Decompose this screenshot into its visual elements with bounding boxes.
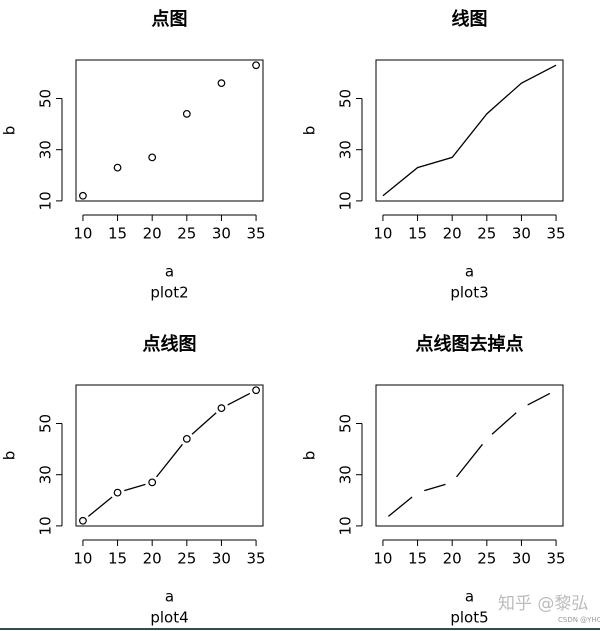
y-tick-label: 30: [337, 465, 355, 484]
x-tick-label: 30: [512, 550, 531, 568]
line-segment: [156, 443, 183, 478]
line-segment: [124, 483, 146, 492]
point: [252, 61, 260, 70]
x-tick-label: 10: [373, 550, 392, 568]
y-tick-label: 50: [337, 414, 355, 433]
x-axis-label: a: [465, 588, 474, 606]
line-segment: [387, 496, 413, 517]
x-tick-label: 35: [247, 550, 266, 568]
chart-title: 点图: [152, 8, 188, 30]
y-tick-label: 10: [337, 516, 355, 535]
x-tick-label: 30: [212, 225, 231, 243]
line-segment: [527, 392, 551, 406]
y-tick-label: 30: [37, 465, 55, 484]
y-tick-label: 50: [37, 89, 55, 108]
y-axis-label: b: [301, 126, 319, 136]
point: [217, 79, 226, 88]
y-tick-label: 10: [37, 191, 55, 210]
line-segment: [191, 412, 217, 435]
y-tick-label: 50: [337, 89, 355, 108]
plot-box: [375, 384, 564, 527]
x-tick-label: 10: [373, 225, 392, 243]
chart-title: 点线图: [143, 333, 197, 355]
watermark-small: CSDN @YHC-BI: [558, 616, 600, 624]
x-tick-label: 15: [408, 225, 427, 243]
x-tick-label: 20: [143, 550, 162, 568]
plot-box: [375, 59, 564, 202]
point: [113, 488, 122, 497]
point: [217, 404, 226, 413]
x-tick-label: 25: [177, 550, 196, 568]
point: [148, 478, 157, 487]
y-tick-label: 50: [37, 414, 55, 433]
caption: plot5: [450, 609, 488, 627]
x-tick-label: 35: [247, 225, 266, 243]
x-axis-label: a: [165, 588, 174, 606]
point: [182, 434, 191, 443]
x-tick-label: 10: [73, 550, 92, 568]
line-segment: [456, 443, 483, 478]
x-tick-label: 15: [408, 550, 427, 568]
y-axis-label: b: [1, 126, 19, 136]
caption: plot2: [150, 284, 188, 302]
y-tick-label: 10: [337, 191, 355, 210]
line: [382, 64, 557, 197]
point: [113, 163, 122, 172]
point: [148, 153, 157, 162]
line-segment: [227, 392, 251, 406]
chart-title: 线图: [452, 8, 488, 30]
x-tick-label: 10: [73, 225, 92, 243]
y-tick-label: 10: [37, 516, 55, 535]
x-tick-label: 25: [477, 225, 496, 243]
x-tick-label: 15: [108, 550, 127, 568]
x-axis-label: a: [165, 263, 174, 281]
x-tick-label: 30: [212, 550, 231, 568]
line-segment: [491, 412, 517, 435]
x-tick-label: 25: [477, 550, 496, 568]
x-tick-label: 30: [512, 225, 531, 243]
line-segment: [424, 483, 446, 492]
watermark: 知乎 @黎弘: [498, 594, 588, 614]
line-segment: [87, 496, 113, 517]
caption: plot4: [150, 609, 188, 627]
chart-title: 点线图去掉点: [416, 333, 524, 355]
x-tick-label: 20: [443, 550, 462, 568]
plot-box: [75, 384, 264, 527]
point: [182, 109, 191, 118]
x-tick-label: 20: [143, 225, 162, 243]
y-tick-label: 30: [337, 140, 355, 159]
point: [79, 191, 87, 200]
caption: plot3: [450, 284, 488, 302]
x-axis-label: a: [465, 263, 474, 281]
x-tick-label: 35: [547, 225, 566, 243]
point: [252, 386, 260, 395]
x-tick-label: 15: [108, 225, 127, 243]
point: [79, 516, 87, 525]
y-tick-label: 30: [37, 140, 55, 159]
x-tick-label: 20: [443, 225, 462, 243]
y-axis-label: b: [301, 451, 319, 461]
x-tick-label: 35: [547, 550, 566, 568]
y-axis-label: b: [1, 451, 19, 461]
plot-box: [75, 59, 264, 202]
x-tick-label: 25: [177, 225, 196, 243]
